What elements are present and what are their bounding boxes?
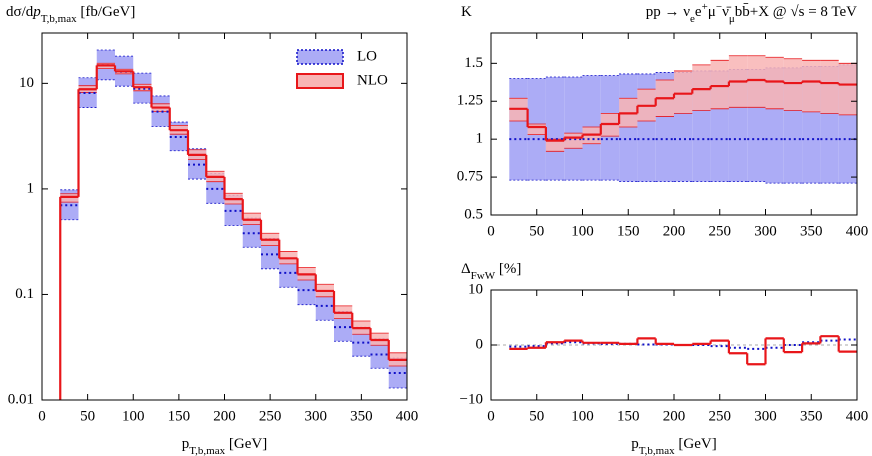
y-axis-label-part: dσ/d: [6, 4, 34, 20]
x-axis-label-part: p: [182, 436, 190, 452]
x-tick-label: 300: [754, 223, 777, 239]
x-tick-label: 100: [571, 223, 594, 239]
legend-swatch: [296, 73, 344, 89]
band: [674, 70, 693, 114]
band: [527, 124, 546, 135]
band: [747, 55, 766, 108]
y-axis-label-part: p: [32, 4, 41, 20]
band: [765, 57, 784, 109]
x-tick-label: 250: [259, 408, 282, 424]
x-tick-label: 150: [168, 408, 191, 424]
y-axis-label: ΔFwW [%]: [461, 261, 521, 281]
legend-label: LO: [357, 48, 377, 64]
x-tick-label: 300: [305, 408, 328, 424]
band: [279, 258, 298, 288]
x-tick-label: 300: [754, 408, 777, 424]
x-tick-label: 400: [846, 408, 869, 424]
band: [545, 139, 565, 152]
chart-title-part: μ: [708, 4, 716, 20]
band: [509, 78, 528, 181]
x-axis-label: pT,b,max [GeV]: [631, 436, 716, 456]
chart-title-part: e: [690, 13, 695, 25]
y-axis-label: K: [461, 4, 472, 20]
band: [820, 60, 839, 114]
x-tick-label: 0: [38, 408, 46, 424]
y-tick-label: 0: [476, 336, 484, 352]
x-tick-label: 400: [846, 223, 869, 239]
legend-label: NLO: [357, 72, 388, 88]
y-axis-label-part: FwW: [471, 270, 496, 282]
x-tick-label: 100: [122, 408, 145, 424]
x-axis-label-part: T,b,max: [639, 445, 675, 456]
x-tick-label: 250: [709, 223, 732, 239]
y-tick-label: 10: [468, 281, 483, 297]
y-axis-label-part: T,b,max: [41, 13, 77, 25]
x-tick-label: 150: [617, 223, 640, 239]
x-tick-label: 200: [213, 408, 236, 424]
y-tick-label: 0.01: [8, 391, 34, 407]
x-tick-label: 350: [800, 408, 823, 424]
x-axis-label: pT,b,max [GeV]: [182, 436, 267, 456]
chart-title: pp → νee+μ−ν̄μbb̄+X @ √s = 8 TeV: [646, 1, 857, 25]
y-axis-label-part: K: [461, 4, 472, 20]
x-tick-label: 350: [800, 223, 823, 239]
band: [619, 73, 638, 182]
x-tick-label: 0: [487, 223, 495, 239]
chart-title-part: −: [716, 1, 722, 13]
x-tick-label: 50: [529, 408, 544, 424]
band: [315, 290, 334, 321]
x-axis-label-part: [GeV]: [675, 436, 717, 452]
band: [710, 60, 729, 109]
band: [370, 338, 389, 369]
x-tick-label: 400: [396, 408, 419, 424]
x-axis-label-part: p: [631, 436, 639, 452]
y-tick-label: 1.25: [457, 93, 483, 109]
x-tick-label: 50: [80, 408, 95, 424]
x-axis-label-part: [GeV]: [225, 436, 267, 452]
band: [838, 63, 857, 115]
chart-title-part: μ: [729, 13, 735, 25]
x-axis-label-part: T,b,max: [189, 445, 225, 456]
y-axis-label-part: Δ: [461, 261, 471, 277]
band: [692, 64, 711, 111]
y-tick-label: 1.5: [464, 55, 483, 71]
y-tick-label: −10: [460, 391, 483, 407]
x-tick-label: 50: [529, 223, 544, 239]
y-axis-label-part: [%]: [495, 261, 521, 277]
x-tick-label: 200: [663, 223, 686, 239]
chart-title-part: ν̄: [722, 4, 732, 20]
y-tick-label: 1: [27, 180, 35, 196]
y-tick-label: 0.5: [464, 206, 483, 222]
band: [802, 60, 821, 112]
y-axis-label: dσ/dpT,b,max [fb/GeV]: [6, 4, 135, 24]
x-tick-label: 100: [571, 408, 594, 424]
x-tick-label: 200: [663, 408, 686, 424]
y-axis-label-part: [fb/GeV]: [77, 4, 136, 20]
chart-title-part: pp → ν: [646, 4, 691, 20]
band: [783, 58, 803, 111]
band: [297, 274, 316, 305]
band: [242, 218, 261, 248]
chart-title-part: +: [702, 1, 708, 13]
y-tick-label: 10: [19, 75, 34, 91]
x-tick-label: 150: [617, 408, 640, 424]
y-tick-label: 0.75: [457, 169, 483, 185]
x-tick-label: 250: [709, 408, 732, 424]
chart-title-part: e: [695, 4, 702, 20]
band: [564, 76, 583, 181]
y-tick-label: 0.1: [15, 286, 34, 302]
band: [564, 133, 583, 149]
band: [545, 76, 565, 181]
x-tick-label: 350: [350, 408, 373, 424]
chart-title-part: bb̄+X @ √s = 8 TeV: [735, 4, 857, 20]
y-tick-label: 1: [476, 131, 484, 147]
x-tick-label: 0: [487, 408, 495, 424]
legend-swatch: [296, 49, 344, 65]
